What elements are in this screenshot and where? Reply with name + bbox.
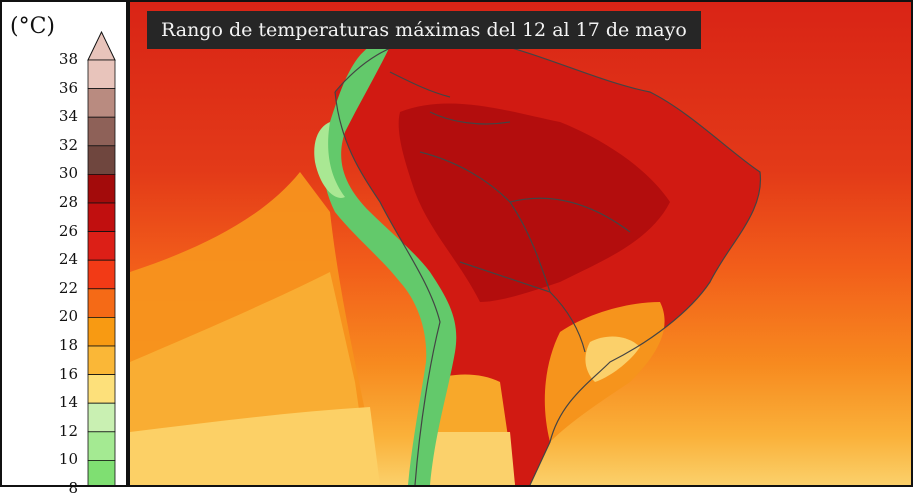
legend-swatch-32	[87, 116, 116, 147]
legend-tick-18: 18	[58, 336, 78, 354]
legend-swatch-18	[87, 316, 116, 347]
patagonia-south-zone	[420, 432, 515, 485]
legend-tick-36: 36	[58, 78, 78, 97]
legend-tick-16: 16	[58, 364, 78, 383]
legend-tick-8: 8	[68, 479, 78, 497]
legend-top-arrow	[87, 30, 116, 61]
legend-colorbar	[87, 30, 116, 485]
andes-light-band	[314, 122, 345, 198]
legend-unit-label: (°C)	[10, 14, 55, 39]
pacific-coolest-zone	[130, 407, 380, 485]
legend-tick-34: 34	[58, 107, 78, 126]
legend-swatch-34	[87, 88, 116, 118]
legend-tick-26: 26	[58, 221, 78, 240]
legend-tick-28: 28	[58, 193, 78, 211]
color-legend: (°C) 38 36 34 32 30 28 26 24 22 20 18 16 14 12 10 8	[2, 2, 126, 497]
legend-separator	[126, 0, 130, 487]
coastal-light-zone	[585, 336, 640, 382]
map-title: Rango de temperaturas máximas del 12 al …	[147, 11, 701, 49]
map-svg	[130, 2, 911, 485]
legend-tick-14: 14	[58, 393, 78, 412]
legend-swatch-20	[87, 288, 116, 318]
legend-swatch-22	[87, 259, 116, 290]
legend-swatch-36	[87, 59, 116, 90]
legend-tick-12: 12	[58, 421, 78, 440]
legend-tick-24: 24	[58, 250, 78, 269]
legend-tick-10: 10	[58, 450, 78, 469]
legend-tick-32: 32	[58, 135, 78, 154]
legend-tick-38: 38	[58, 50, 78, 68]
legend-swatch-14	[87, 374, 116, 404]
legend-tick-30: 30	[58, 164, 78, 183]
legend-swatch-10	[87, 431, 116, 461]
legend-swatch-24	[87, 231, 116, 261]
legend-swatch-12	[87, 402, 116, 433]
legend-swatch-8	[87, 459, 116, 485]
continent-hot-core	[398, 103, 670, 303]
temperature-map	[130, 2, 911, 485]
legend-swatch-30	[87, 145, 116, 175]
legend-swatch-28	[87, 173, 116, 204]
legend-swatch-16	[87, 345, 116, 376]
legend-tick-20: 20	[58, 307, 78, 326]
legend-swatch-26	[87, 202, 116, 233]
legend-tick-22: 22	[58, 278, 78, 297]
andes-cool-band	[323, 40, 457, 485]
map-frame	[0, 0, 913, 487]
